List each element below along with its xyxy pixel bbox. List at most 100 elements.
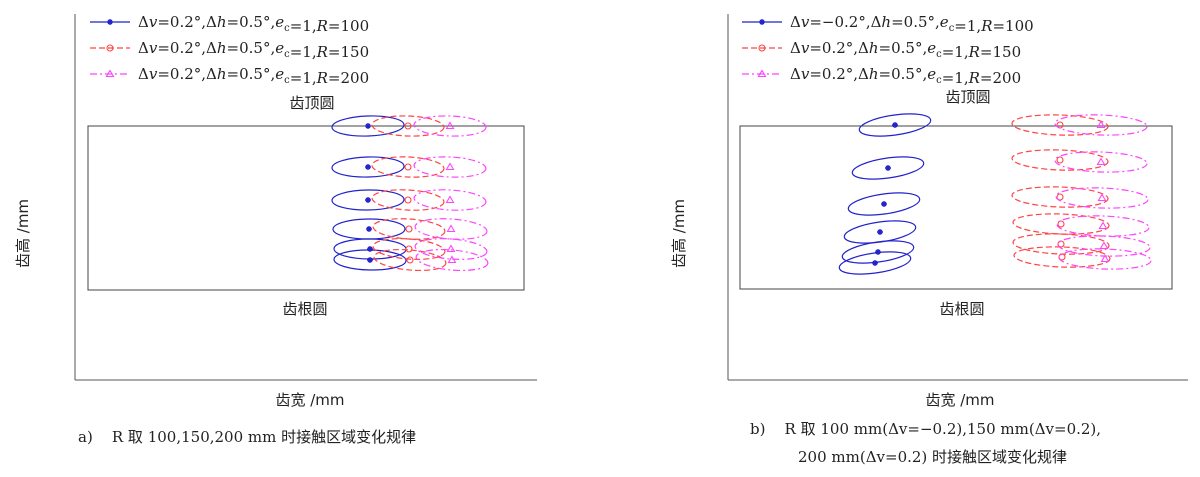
circle-marker [405,225,413,233]
legend-entry-2: Δv=0.2°,Δh=0.5°,ec=1,R=150 [742,39,1021,61]
x-axis-label: 齿宽 /mm [275,391,344,409]
legend-text-part: =150 [328,43,369,61]
contact-ellipse [371,156,445,178]
star-marker [885,165,891,171]
legend-text-part: =1, [954,17,981,35]
series-1 [838,113,932,275]
legend-text-part: e [275,39,284,57]
contact-ellipse [331,156,405,178]
circle-marker [405,245,413,253]
star-marker [877,229,883,235]
legend-text-part: h [881,13,891,31]
legend-text-part: Δ [790,13,801,31]
legend-text-part: =0.2°,Δ [157,65,217,83]
tooth-outline [87,125,525,291]
legend-text-part: c [284,23,290,34]
contact-ellipse [371,115,445,137]
legend-text-part: =150 [980,43,1021,61]
legend-text-part: =0.5°, [879,65,928,83]
legend-text-part: e [927,39,936,57]
legend-text-part: =0.5°, [227,39,276,57]
legend-label: Δv=0.2°,Δh=0.5°,ec=1,R=200 [790,65,1021,87]
legend-text-part: v [801,39,810,57]
series-2 [371,115,447,272]
contact-ellipse [1057,235,1151,257]
panel-label-a: a) [78,428,93,446]
series-2 [1011,114,1111,268]
legend-text-part: Δ [790,65,801,83]
annotation-tip-circle: 齿顶圆 [289,94,334,112]
contact-ellipse [415,248,489,272]
legend-entry-1: Δv=0.2°,Δh=0.5°,ec=1,R=100 [90,13,369,35]
legend-text-part: c [284,49,290,60]
legend-text-part: =1, [290,69,317,87]
caption-text-b: R 取 100 mm(Δv=−0.2),150 mm(Δv=0.2), [784,420,1102,438]
legend-text-part: c [949,23,955,34]
legend-text-part: e [940,13,949,31]
circle-marker [1057,220,1065,228]
legend-label: Δv=0.2°,Δh=0.5°,ec=1,R=200 [138,65,369,87]
caption-b: b) R 取 100 mm(Δv=−0.2),150 mm(Δv=0.2), [750,418,1101,439]
contact-ellipse [414,238,488,260]
legend-text-part: R [316,17,328,35]
triangle-marker [1096,120,1106,129]
contact-ellipse [371,189,445,211]
legend-text-part: h [217,65,227,83]
contact-ellipse [858,113,932,137]
contact-ellipse [1054,151,1148,173]
legend-label: Δv=0.2°,Δh=0.5°,ec=1,R=150 [138,39,369,61]
legend-text-part: =200 [980,69,1021,87]
triangle-marker [445,121,455,130]
legend-text-part: R [316,43,328,61]
legend-entry-2: Δv=0.2°,Δh=0.5°,ec=1,R=150 [90,39,369,61]
legend-text-part: e [927,65,936,83]
contact-ellipse [413,115,487,137]
triangle-marker [445,195,455,204]
star-marker [892,122,898,128]
triangle-marker [1097,193,1107,202]
legend-text-part: =0.5°, [879,39,928,57]
y-axis-label: 齿高 /mm [14,199,32,268]
circle-marker [404,163,412,171]
legend-text-part: =100 [992,17,1033,35]
legend-entry-1: Δv=−0.2°,Δh=0.5°,ec=1,R=100 [742,13,1034,35]
legend-text-part: v [149,13,158,31]
legend-label: Δv=0.2°,Δh=0.5°,ec=1,R=100 [138,13,369,35]
legend-text-part: h [217,13,227,31]
contact-ellipse [838,251,912,275]
contact-ellipse [1055,187,1149,209]
caption-text-a: R 取 100,150,200 mm 时接触区域变化规律 [111,428,417,446]
triangle-marker [446,244,456,253]
legend-text-part: =1, [290,43,317,61]
legend-label: Δv=0.2°,Δh=0.5°,ec=1,R=150 [790,39,1021,61]
caption-text-b-2: 200 mm(Δv=0.2) 时接触区域变化规律 [798,448,1068,466]
circle-marker [758,44,766,52]
contact-ellipse [841,240,915,264]
contact-ellipse [413,189,487,211]
legend-text-part: e [275,65,284,83]
contact-ellipse [333,249,407,271]
annotation-root-circle: 齿根圆 [939,300,984,318]
star-marker [366,226,372,232]
legend-text-part: =100 [328,17,369,35]
legend-text-part: =0.5°, [227,13,276,31]
contact-ellipse [1011,186,1109,208]
annotation-root-circle: 齿根圆 [282,300,327,318]
contact-ellipse [1054,114,1148,136]
legend-text-part: R [316,69,328,87]
legend-text-part: v [149,65,158,83]
contact-ellipse [1058,248,1152,270]
star-marker [365,197,371,203]
legend-text-part: =0.2°,Δ [809,39,869,57]
caption-b-line2: 200 mm(Δv=0.2) 时接触区域变化规律 [798,446,1067,467]
legend-label: Δv=−0.2°,Δh=0.5°,ec=1,R=100 [790,13,1034,35]
circle-marker [404,196,412,204]
legend-text-part: R [968,69,980,87]
legend-text-part: =−0.2°,Δ [809,13,881,31]
contact-ellipse [1011,114,1109,136]
legend-text-part: h [869,39,879,57]
triangle-marker [1100,254,1110,263]
